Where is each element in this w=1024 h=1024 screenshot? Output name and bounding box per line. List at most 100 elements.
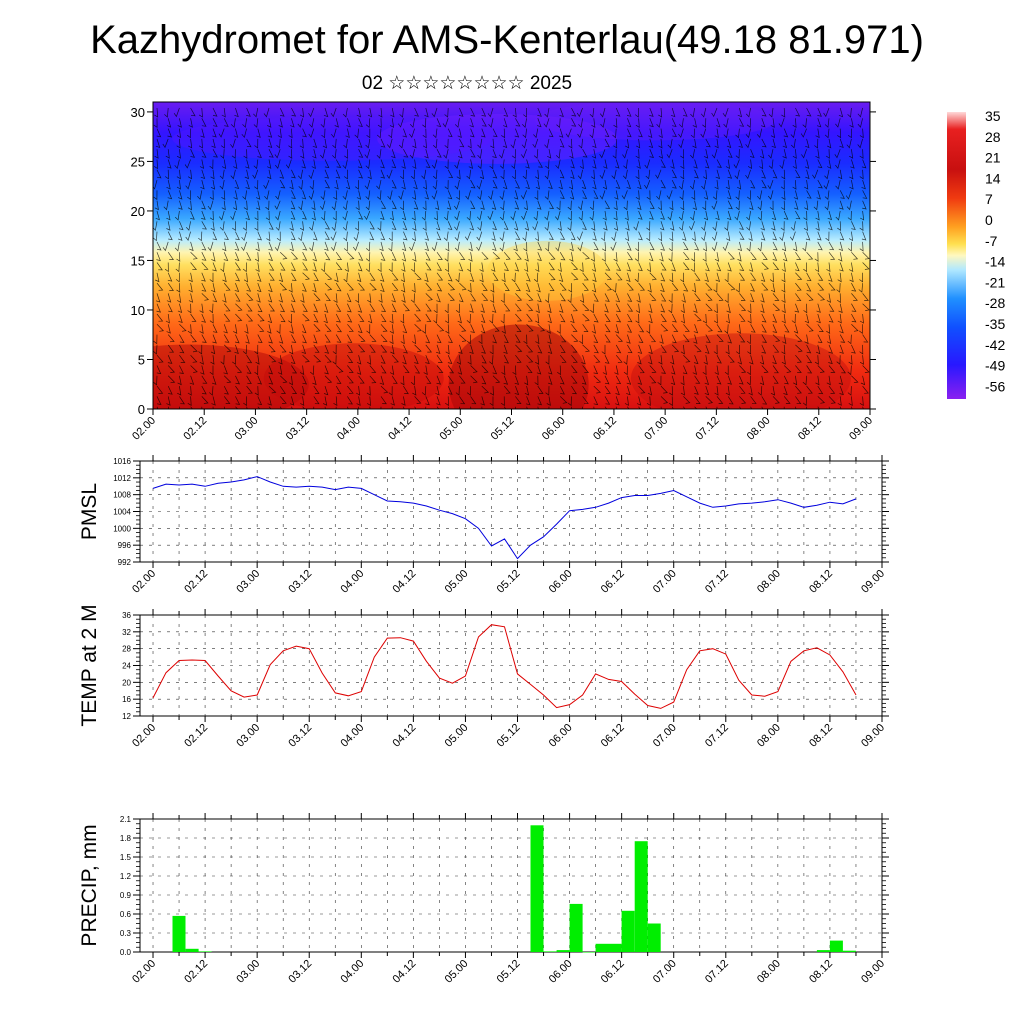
y-tick-label: 28 [122, 645, 131, 654]
x-tick-label: 04.00 [338, 568, 366, 596]
y-tick-label: 16 [122, 695, 131, 704]
heatmap-y-tick-label: 20 [131, 204, 145, 219]
precip-bar [595, 943, 622, 952]
colorbar-label: -28 [985, 295, 1005, 311]
x-tick-label: 09.00 [859, 958, 887, 986]
precipitation-panel: 0.0 0.3 0.6 0.9 1.2 1.5 1.8 2.1 02.00 02.12 03.00 0… [78, 813, 889, 986]
pmsl-series-line [152, 476, 857, 560]
wind-barbs [153, 107, 870, 409]
x-tick-label: 09.00 [859, 568, 887, 596]
x-tick-label: 06.00 [547, 958, 575, 986]
colorbar-label: -49 [985, 358, 1005, 374]
x-tick-label: 07.12 [703, 568, 731, 596]
heatmap-y-tick-label: 0 [138, 402, 145, 417]
precip-bar [185, 948, 199, 952]
y-tick-label: 20 [122, 678, 131, 687]
heatmap-x-tick-label: 09.00 [847, 415, 875, 443]
chart-subtitle: 02 ☆☆☆☆☆☆☆☆ 2025 [361, 73, 573, 94]
colorbar-label: -35 [985, 316, 1005, 332]
plot-frame [139, 818, 883, 953]
y-axis-title: PMSL [78, 483, 101, 540]
x-tick-label: 06.00 [547, 722, 575, 750]
heatmap-x-tick-label: 04.00 [335, 415, 363, 443]
heatmap-x-tick-label: 05.12 [489, 415, 517, 443]
y-tick-label: 1.8 [120, 834, 132, 843]
heatmap-y-tick-label: 10 [131, 303, 145, 318]
x-tick-label: 08.12 [807, 722, 835, 750]
heatmap-x-tick-label: 08.12 [796, 415, 824, 443]
precip-bar [556, 950, 570, 952]
precip-bar [816, 950, 830, 952]
colorbar-label: 0 [985, 212, 993, 228]
x-tick-label: 05.12 [495, 722, 523, 750]
x-tick-label: 08.00 [755, 568, 783, 596]
y-tick-label: 0.9 [120, 891, 132, 900]
x-tick-label: 07.00 [651, 722, 679, 750]
colorbar: 35 28 21 14 7 0 -7 -14 -21 -28 -35 -42 -49 -56 [947, 108, 1005, 399]
y-tick-label: 1016 [113, 457, 131, 466]
temperature-series-line [152, 624, 857, 709]
precip-bar [842, 950, 856, 952]
heatmap-x-tick-label: 07.12 [694, 415, 722, 443]
heatmap-y-tick-label: 15 [131, 253, 145, 268]
x-tick-label: 03.00 [234, 958, 262, 986]
x-tick-label: 08.00 [755, 958, 783, 986]
colorbar-gradient [947, 112, 966, 399]
colorbar-label: -21 [985, 274, 1005, 290]
colorbar-label: -7 [985, 233, 998, 249]
heatmap-variations [153, 102, 851, 409]
wind-barb-field [153, 107, 870, 409]
x-tick-label: 02.00 [130, 958, 158, 986]
x-tick-label: 09.00 [859, 722, 887, 750]
y-tick-label: 24 [122, 662, 131, 671]
colorbar-label: -14 [985, 254, 1005, 270]
precip-bar [569, 903, 583, 952]
heatmap-y-tick-label: 25 [131, 154, 145, 169]
x-tick-label: 07.12 [703, 722, 731, 750]
temperature-panel: 12 16 20 24 28 32 36 02.00 02.12 03.00 03.12 04.00 0… [78, 604, 889, 750]
y-axis-title: PRECIP, mm [78, 824, 101, 946]
x-tick-label: 04.12 [391, 958, 419, 986]
x-tick-label: 03.00 [234, 568, 262, 596]
y-tick-label: 1008 [113, 491, 131, 500]
y-tick-label: 1004 [113, 508, 131, 517]
precip-bar [172, 915, 186, 952]
colorbar-label: 35 [985, 108, 1001, 124]
y-tick-label: 1000 [113, 524, 131, 533]
precip-bar [543, 951, 557, 952]
x-tick-label: 07.12 [703, 958, 731, 986]
x-tick-label: 02.00 [130, 568, 158, 596]
heatmap-x-tick-label: 04.12 [386, 415, 414, 443]
x-tick-label: 04.00 [338, 722, 366, 750]
precip-bar [582, 952, 596, 953]
x-tick-label: 06.12 [599, 568, 627, 596]
y-tick-label: 12 [122, 712, 131, 721]
heatmap-x-tick-label: 05.00 [437, 415, 465, 443]
heatmap-x-tick-label: 02.12 [181, 415, 209, 443]
heatmap-y-tick-label: 30 [131, 105, 145, 120]
x-tick-label: 04.12 [391, 568, 419, 596]
y-tick-label: 1.5 [120, 853, 132, 862]
x-tick-label: 08.00 [755, 722, 783, 750]
precip-bar [647, 923, 661, 952]
x-tick-label: 06.12 [599, 722, 627, 750]
heatmap-y-tick-label: 5 [138, 352, 145, 367]
x-tick-label: 02.12 [182, 568, 210, 596]
x-tick-label: 05.00 [443, 958, 471, 986]
y-tick-label: 0.3 [120, 929, 132, 938]
x-tick-label: 07.00 [651, 568, 679, 596]
precip-bar [829, 940, 843, 952]
y-tick-label: 2.1 [120, 815, 132, 824]
heatmap-x-tick-label: 06.12 [591, 415, 619, 443]
precip-bar [198, 951, 212, 952]
y-tick-label: 32 [122, 628, 131, 637]
colorbar-label: -42 [985, 337, 1005, 353]
precip-bar [634, 841, 648, 952]
precip-bar [621, 910, 635, 952]
colorbar-label: 28 [985, 129, 1001, 145]
y-axis-title: TEMP at 2 M [78, 604, 101, 726]
heatmap-x-tick-label: 02.00 [130, 415, 158, 443]
x-tick-label: 07.00 [651, 958, 679, 986]
y-tick-label: 1.2 [120, 872, 132, 881]
